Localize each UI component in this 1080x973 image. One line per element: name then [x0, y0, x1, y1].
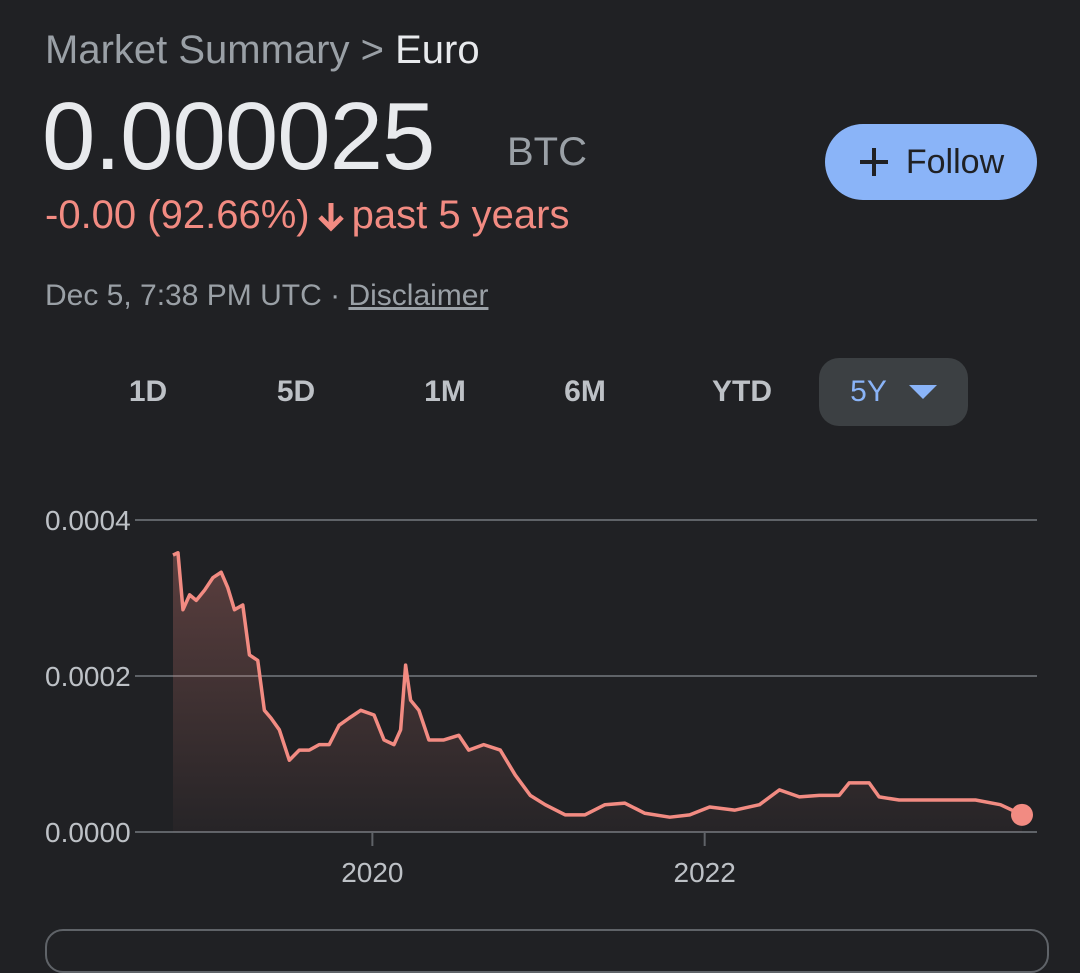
- change-text: -0.00 (92.66%): [45, 193, 310, 237]
- y-tick-label: 0.0004: [45, 505, 131, 536]
- range-label: YTD: [712, 375, 772, 408]
- breadcrumb: Market Summary > Euro: [45, 28, 480, 73]
- range-button[interactable]: 5D: [256, 358, 336, 426]
- change-period: past 5 years: [351, 193, 570, 237]
- range-label: 1M: [424, 375, 466, 408]
- breadcrumb-link[interactable]: Market Summary: [45, 28, 350, 72]
- range-button[interactable]: 1D: [108, 358, 188, 426]
- page: {"header": {"breadcrumb": "Market Summar…: [42, 28, 1049, 973]
- range-label: 5D: [276, 375, 316, 408]
- range-button[interactable]: 6M: [545, 358, 625, 426]
- separator: ·: [330, 279, 341, 312]
- follow-button[interactable]: Follow: [825, 124, 1037, 200]
- plus-icon: [859, 148, 888, 176]
- range-label: 6M: [564, 375, 606, 408]
- range-label: 5Y: [850, 375, 887, 408]
- range-label: 1D: [128, 375, 168, 408]
- range-button[interactable]: YTD: [694, 358, 790, 426]
- down-arrow: [317, 202, 344, 232]
- line: [172, 551, 1023, 819]
- x-tick-label: 2020: [341, 857, 403, 888]
- y-tick-label: 0.0000: [45, 817, 131, 848]
- follow-label: Follow: [905, 142, 1005, 181]
- last-point: [1011, 803, 1033, 826]
- price: 0.000025: [42, 83, 435, 190]
- change: -0.00 (92.66%) past 5 years: [45, 193, 569, 238]
- y-tick-label: 0.0002: [45, 661, 131, 692]
- price-unit: BTC: [507, 130, 587, 174]
- separator: >: [360, 28, 384, 72]
- range-button[interactable]: 5Y: [819, 358, 968, 426]
- range-button[interactable]: 1M: [405, 358, 485, 426]
- area-fill: [173, 552, 1022, 832]
- card-edge: [45, 929, 1049, 973]
- timestamp-text: Dec 5, 7:38 PM UTC: [45, 279, 322, 312]
- timestamp: Dec 5, 7:38 PM UTC · Disclaimer: [45, 279, 488, 313]
- disclaimer-link[interactable]: Disclaimer: [348, 279, 489, 312]
- dropdown-icon: [908, 385, 937, 399]
- currency-name: Euro: [395, 28, 480, 72]
- chart: 0.0000 0.0002 0.0004 2020 2022: [45, 505, 1037, 888]
- x-tick-label: 2022: [674, 857, 736, 888]
